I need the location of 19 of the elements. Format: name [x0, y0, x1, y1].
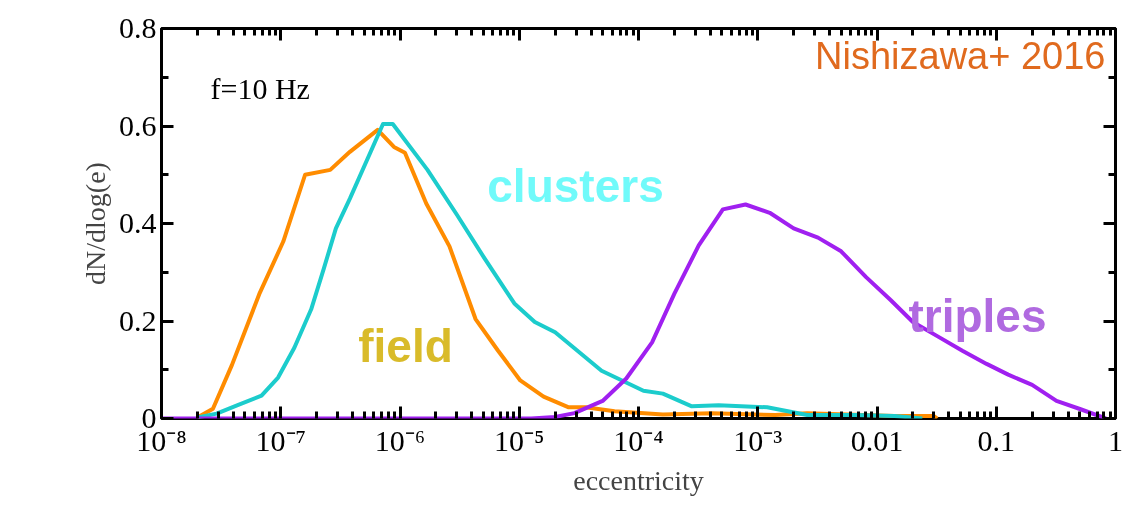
annotation: Nishizawa+ 2016	[815, 34, 1106, 77]
y-axis-title: dN/dlog(e)	[80, 162, 111, 285]
y-tick-label: 0.2	[119, 303, 157, 337]
x-tick-label: 1	[1108, 423, 1123, 457]
x-tick-label: 10⁻⁴	[613, 423, 664, 457]
y-tick-label: 0.8	[119, 11, 157, 44]
x-tick-label: 0.01	[850, 423, 904, 457]
x-tick-label: 10⁻⁵	[494, 423, 545, 457]
x-tick-label: 10⁻⁶	[374, 423, 426, 457]
x-tick-label: 10⁻⁷	[255, 423, 306, 457]
annotation: field	[358, 319, 453, 372]
x-tick-label: 0.1	[977, 423, 1015, 457]
annotation: triples	[908, 289, 1047, 342]
annotation: f=10 Hz	[210, 72, 310, 105]
y-tick-label: 0.6	[119, 108, 157, 142]
x-tick-label: 10⁻³	[733, 423, 783, 457]
x-axis-title: eccentricity	[573, 464, 704, 496]
y-tick-label: 0.4	[119, 206, 157, 239]
annotation: clusters	[487, 159, 664, 212]
